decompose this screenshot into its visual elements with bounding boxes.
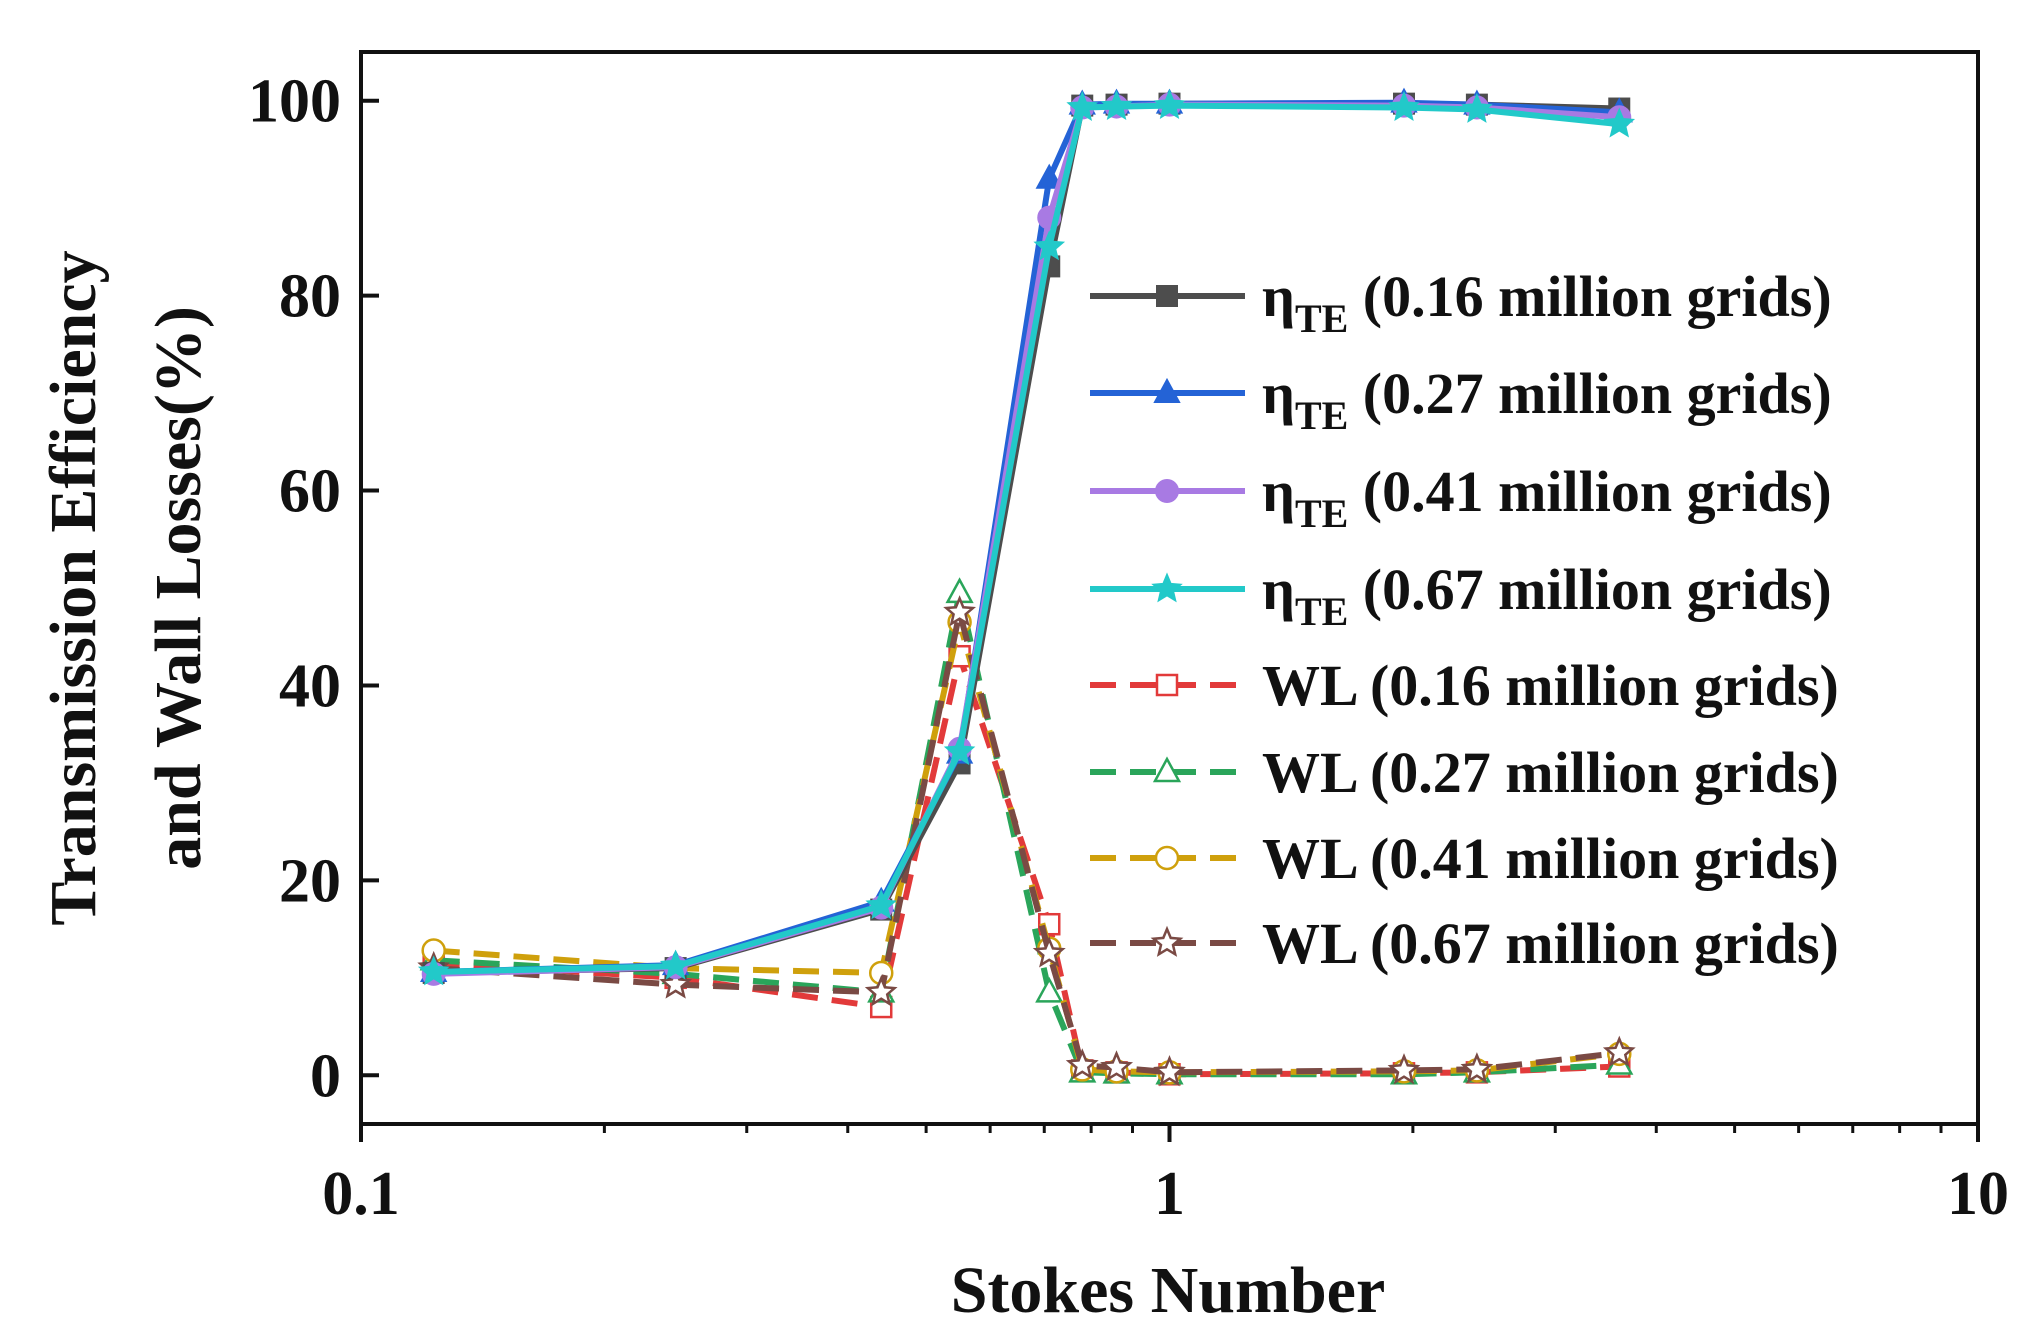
legend-item-1: ηTE (0.16 million grids) [1090,264,1832,341]
data-point [1035,163,1063,189]
data-point [417,955,450,986]
y-axis-title-line1: Transmission Efficiency [37,250,110,925]
data-point [1461,92,1493,123]
legend-item-5: WL (0.16 million grids) [1090,653,1839,718]
legend-label: WL (0.67 million grids) [1262,911,1839,976]
legend-marker [1155,673,1179,697]
legend-label: ηTE (0.67 million grids) [1262,557,1832,634]
x-axis-title: Stokes Number [951,1254,1386,1327]
legend-marker [1155,479,1179,503]
y-axis-title-line2: and Wall Losses(%) [142,306,215,870]
legend-label: WL (0.27 million grids) [1262,740,1839,805]
legend-label: ηTE (0.27 million grids) [1262,361,1832,438]
y-tick-label: 20 [279,847,341,915]
legend-item-3: ηTE (0.41 million grids) [1090,459,1832,536]
data-point [943,735,976,766]
data-point [1460,1052,1494,1084]
y-tick-label: 80 [279,263,341,331]
data-point [1388,90,1420,122]
legend-item-4: ηTE (0.67 million grids) [1090,557,1832,634]
legend-marker [1150,925,1184,957]
data-point [1100,89,1133,121]
y-tick-label: 40 [279,652,341,720]
data-point [1065,1048,1099,1080]
y-tick-label: 60 [279,458,341,526]
legend-item-6: WL (0.27 million grids) [1090,740,1839,805]
legend-item-7: WL (0.41 million grids) [1090,826,1839,891]
data-point [659,967,693,999]
data-point [943,595,977,627]
data-point [1153,88,1186,119]
data-point [1035,976,1064,1003]
data-point [1603,107,1636,138]
legend-label: ηTE (0.16 million grids) [1262,264,1832,341]
legend-marker [1151,572,1183,603]
series-layer [417,87,1636,1087]
legend-marker [1154,845,1180,871]
legend-item-2: ηTE (0.27 million grids) [1090,361,1832,438]
series-4 [417,88,1636,986]
legend-label: WL (0.41 million grids) [1262,826,1839,891]
legend-label: ηTE (0.41 million grids) [1262,459,1832,536]
legend-item-8: WL (0.67 million grids) [1090,911,1839,976]
data-point [1033,230,1066,261]
y-tick-label: 0 [310,1042,341,1110]
legend-label: WL (0.16 million grids) [1262,653,1839,718]
data-point [1032,936,1066,968]
legend-marker [1153,377,1181,403]
legend: ηTE (0.16 million grids) ηTE (0.27 millio… [1090,264,1839,976]
data-point [865,889,897,920]
axis-layer: 0 20 40 60 80 100 0.1 1 10 [248,68,2009,1228]
x-tick-label: 0.1 [322,1160,400,1228]
x-tick-label: 10 [1947,1160,2009,1228]
data-point [1100,1050,1134,1082]
data-point [1066,90,1099,122]
legend-marker [1152,756,1182,783]
data-point [659,949,692,980]
data-point [864,975,898,1007]
data-point [1153,1055,1186,1087]
y-tick-label: 100 [248,68,341,136]
x-tick-label: 1 [1154,1160,1185,1228]
data-point [1387,1053,1421,1085]
data-point [1602,1035,1636,1067]
y-axis-title: Transmission Efficiency and Wall Losses(… [37,250,215,925]
legend-marker [1156,285,1178,307]
